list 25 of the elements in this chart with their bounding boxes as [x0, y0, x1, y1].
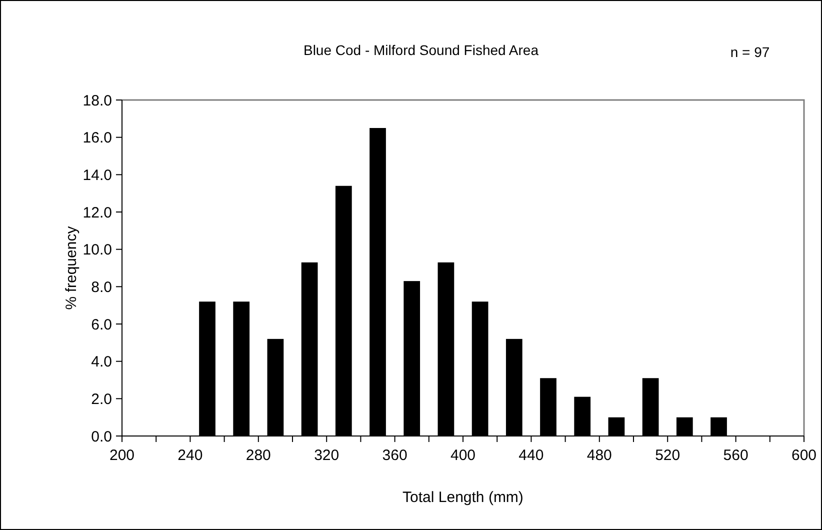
y-tick-label: 14.0	[82, 166, 112, 184]
y-tick-label: 6.0	[91, 316, 112, 334]
y-tick-label: 16.0	[82, 130, 112, 147]
x-tick-label: 440	[518, 447, 544, 464]
x-tick-label: 200	[109, 447, 135, 464]
x-tick-label: 360	[382, 447, 408, 464]
text: n = 97	[730, 44, 770, 60]
x-tick-label: 480	[586, 447, 612, 464]
x-tick-label: 400	[450, 447, 476, 464]
y-tick-label: 2.0	[91, 390, 112, 408]
x-tick-label: 320	[314, 447, 340, 464]
y-tick-label: 0.0	[91, 428, 112, 446]
y-tick-label: 12.0	[82, 204, 112, 222]
x-tick-label: 600	[791, 447, 817, 464]
x-axis-title: Total Length (mm)	[402, 489, 524, 506]
x-tick-label: 240	[178, 447, 203, 464]
y-axis-title: % frequency	[63, 226, 80, 310]
x-tick-label: 560	[723, 447, 748, 464]
y-tick-label: 4.0	[91, 354, 112, 371]
y-tick-label: 10.0	[82, 242, 112, 259]
y-tick-label: 8.0	[91, 278, 112, 296]
y-tick-label: 18.0	[82, 92, 112, 110]
chart-title: Blue Cod - Milford Sound Fished Area	[303, 42, 539, 58]
x-tick-label: 520	[655, 447, 680, 464]
x-tick-label: 280	[246, 447, 271, 464]
